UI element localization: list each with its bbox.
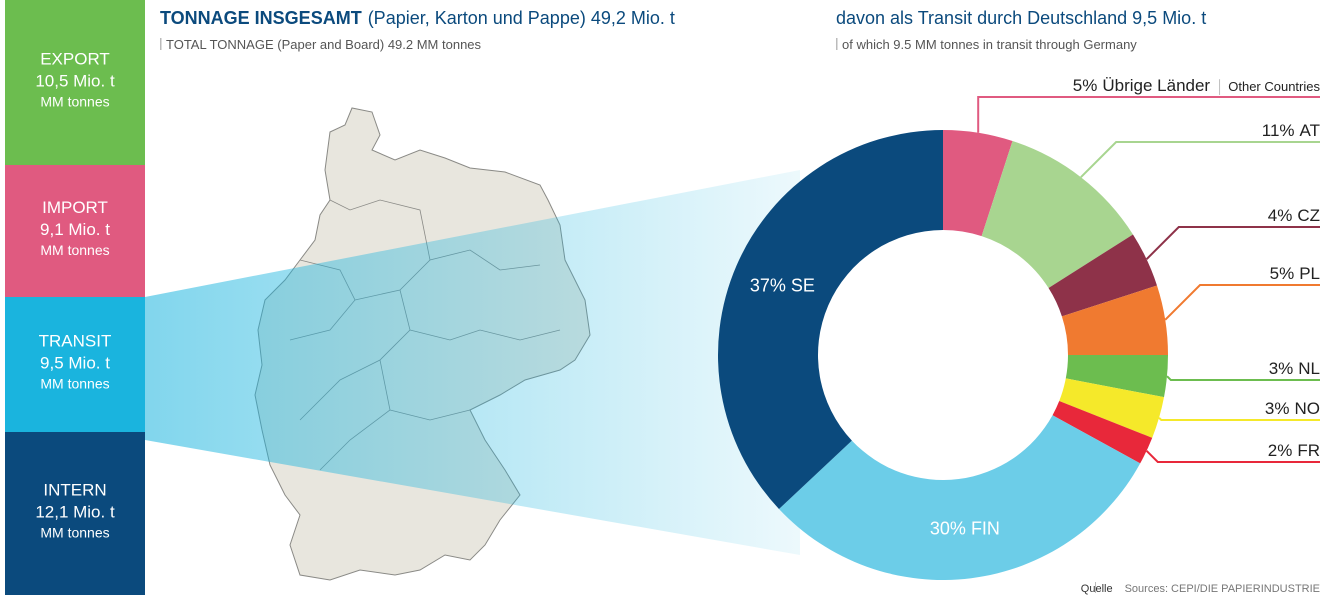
- slice-label: 30% FIN: [930, 519, 1000, 539]
- donut-slice: [1052, 401, 1153, 464]
- donut-slice: [1061, 285, 1168, 355]
- donut-slice: [943, 130, 1013, 237]
- left-subtitle: TOTAL TONNAGE (Paper and Board) 49.2 MM …: [166, 37, 482, 52]
- leader-line: [977, 96, 1320, 133]
- category-label: FIN: [971, 519, 1000, 539]
- flow-blocks: EXPORT 10,5 Mio. t MM tonnes IMPORT 9,1 Mio.…: [5, 0, 145, 595]
- block-unit: MM tonnes: [40, 94, 109, 110]
- category-label: PL: [1299, 264, 1320, 283]
- leader-line: [1158, 417, 1320, 421]
- source-text: Sources: CEPI/DIE PAPIERINDUSTRIE: [1125, 583, 1320, 595]
- title-strong: TONNAGE INSGESAMT: [160, 8, 362, 28]
- value-label: 3%: [1265, 399, 1290, 418]
- flow-block: [5, 432, 145, 595]
- donut-slice: [718, 130, 943, 510]
- flow-block: [5, 0, 145, 165]
- category-label: Übrige Länder: [1102, 76, 1210, 95]
- slice-label: 3% NL: [1269, 359, 1320, 378]
- slice-label: 5% Übrige Länder │ Other Countries: [1073, 76, 1321, 95]
- block-label: EXPORT: [40, 50, 110, 69]
- title-rest: (Papier, Karton und Pappe) 49,2 Mio. t: [368, 8, 675, 28]
- donut-slice: [981, 141, 1133, 289]
- separator: [836, 38, 838, 50]
- separator: [1095, 582, 1096, 593]
- value-label: 4%: [1268, 206, 1293, 225]
- category-label: NO: [1295, 399, 1321, 418]
- value-label: 5%: [1073, 76, 1098, 95]
- block-label: IMPORT: [42, 198, 108, 217]
- leader-line: [1145, 226, 1320, 260]
- leader-line: [1145, 450, 1320, 463]
- slice-label: 4% CZ: [1268, 206, 1320, 225]
- chart-subtitle: of which 9.5 MM tonnes in transit throug…: [842, 37, 1137, 52]
- slice-label: 3% NO: [1265, 399, 1320, 418]
- leader-line: [1164, 284, 1320, 321]
- category-label: AT: [1300, 121, 1320, 140]
- category-label: SE: [791, 275, 815, 295]
- leader-line: [1166, 375, 1320, 381]
- category-label: FR: [1297, 441, 1320, 460]
- value-label: 3%: [1269, 359, 1294, 378]
- block-value: 9,1 Mio. t: [40, 220, 110, 239]
- chart-title: davon als Transit durch Deutschland 9,5 …: [836, 8, 1206, 28]
- block-unit: MM tonnes: [40, 242, 109, 258]
- value-label: 11%: [1262, 121, 1295, 140]
- flow-block: [5, 297, 145, 432]
- block-value: 10,5 Mio. t: [35, 72, 115, 91]
- left-title: TONNAGE INSGESAMT (Papier, Karton und Pap…: [160, 8, 675, 28]
- block-unit: MM tonnes: [40, 525, 109, 541]
- category-label: CZ: [1297, 206, 1320, 225]
- value-label: 30%: [930, 519, 966, 539]
- donut-slice: [778, 415, 1141, 580]
- slice-label: 11% AT: [1262, 121, 1320, 140]
- slice-label: 2% FR: [1268, 441, 1320, 460]
- donut-slice: [1059, 378, 1165, 438]
- slice-label: 5% PL: [1270, 264, 1320, 283]
- block-value: 9,5 Mio. t: [40, 354, 110, 373]
- value-label: 2%: [1268, 441, 1293, 460]
- flow-block: [5, 165, 145, 297]
- source-label: Quelle: [1081, 583, 1113, 595]
- category-label: NL: [1298, 359, 1320, 378]
- block-value: 12,1 Mio. t: [35, 503, 115, 522]
- secondary-label: Other Countries: [1228, 79, 1320, 94]
- separator: [160, 38, 162, 50]
- slice-label: 37% SE: [750, 275, 815, 295]
- block-unit: MM tonnes: [40, 376, 109, 392]
- donut-slice: [1065, 355, 1168, 398]
- block-label: TRANSIT: [39, 332, 112, 351]
- value-label: 37%: [750, 275, 786, 295]
- leader-line: [1080, 141, 1320, 178]
- separator: │: [1216, 79, 1224, 95]
- block-label: INTERN: [43, 481, 106, 500]
- source: Quelle Sources: CEPI/DIE PAPIERINDUSTRIE: [1081, 583, 1320, 595]
- transit-funnel: [145, 170, 800, 555]
- donut-slice: [1048, 234, 1157, 317]
- value-label: 5%: [1270, 264, 1295, 283]
